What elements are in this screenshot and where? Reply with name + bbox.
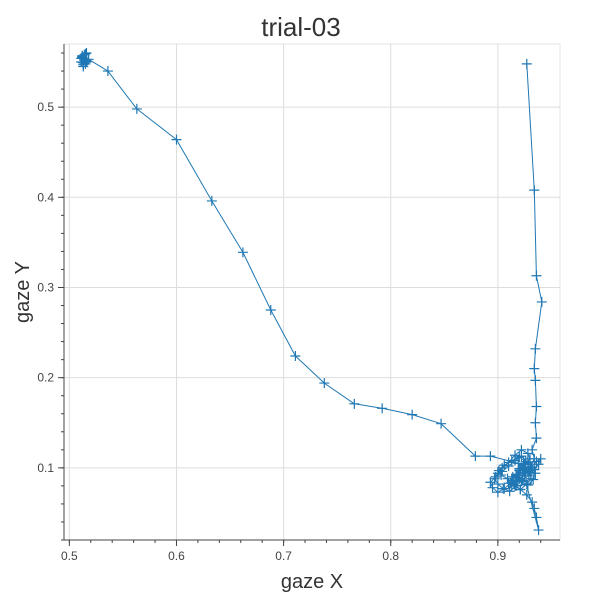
gaze-point-marker [499,460,510,471]
x-tick-label: 0.8 [382,549,399,563]
gaze-point-marker [515,484,526,495]
gaze-point-marker [504,486,515,497]
gaze-point-marker [513,458,524,469]
y-tick-label: 0.2 [37,371,54,385]
gaze-point-marker [530,468,541,479]
gaze-point-marker [514,452,525,463]
gaze-point-marker [492,487,503,498]
gaze-point-marker [533,525,544,536]
gaze-point-marker [529,185,540,196]
gaze-point-marker [522,448,533,459]
gaze-point-marker [485,451,496,462]
data-layer [76,48,547,536]
gaze-point-marker [527,497,538,508]
gaze-point-marker [407,409,418,420]
gaze-point-marker [319,378,330,389]
gaze-point-marker [520,468,531,479]
gaze-point-marker [79,54,90,65]
gaze-point-marker [526,473,537,484]
gaze-point-marker [531,433,542,444]
gaze-point-marker [528,474,539,485]
gaze-point-marker [77,51,88,62]
gaze-point-marker [530,375,541,386]
gaze-point-marker [81,57,92,68]
y-tick-label: 0.1 [37,461,54,475]
gaze-point-marker [531,512,542,523]
gaze-point-marker [531,270,542,281]
gaze-point-marker [533,459,544,470]
gaze-point-marker [436,418,447,429]
gaze-point-marker [493,465,504,476]
gaze-point-marker [237,247,248,258]
gaze-point-marker [171,134,182,145]
gaze-point-marker [536,296,547,307]
gaze-point-marker [499,483,510,494]
gaze-point-marker [102,66,113,77]
gaze-point-marker [470,451,481,462]
chart-title: trial-03 [261,12,340,42]
gaze-point-marker [265,305,276,316]
gaze-point-marker [510,480,521,491]
plot-area [63,43,561,541]
gaze-point-marker [290,351,301,362]
gaze-point-marker [529,363,540,374]
gaze-point-marker [506,455,517,466]
gaze-point-marker [516,451,527,462]
gaze-point-marker [511,469,522,480]
x-axis-label: gaze X [281,571,343,593]
x-tick-label: 0.5 [61,549,78,563]
gaze-point-marker [530,343,541,354]
gaze-point-marker [531,401,542,412]
x-tick-label: 0.7 [275,549,292,563]
axes [63,44,560,541]
gaze-point-marker [206,195,217,206]
gaze-point-marker [508,479,519,490]
gaze-point-marker [531,456,542,467]
gaze-point-marker [516,476,527,487]
x-tick-label: 0.6 [168,549,185,563]
gaze-point-marker [530,417,541,428]
gaze-point-marker [502,473,513,484]
x-tick-label: 0.9 [490,549,507,563]
y-tick-label: 0.5 [37,100,54,114]
gaze-point-marker [522,479,533,490]
gaze-point-marker [487,482,498,493]
gaze-point-marker [131,103,142,114]
grid [64,44,560,540]
gaze-point-marker [529,503,540,514]
gaze-point-marker [520,456,531,467]
y-tick-label: 0.3 [37,280,54,294]
gaze-point-marker [518,462,529,473]
gaze-point-marker [535,453,546,464]
gaze-point-marker [377,403,388,414]
gaze-point-marker [521,489,532,500]
gaze-point-marker [496,470,507,481]
gaze-point-marker [349,398,360,409]
ticks: 0.5 0.6 0.7 0.8 0.9 0.1 0.2 0.3 0.4 0.5 [37,52,542,563]
y-tick-label: 0.4 [37,190,54,204]
y-axis-label: gaze Y [12,261,34,323]
gaze-point-marker [485,477,496,488]
gaze-point-marker [521,58,532,69]
gaze-point-marker [490,471,501,482]
gaze-point-marker [503,461,514,472]
gaze-point-marker [521,479,532,490]
